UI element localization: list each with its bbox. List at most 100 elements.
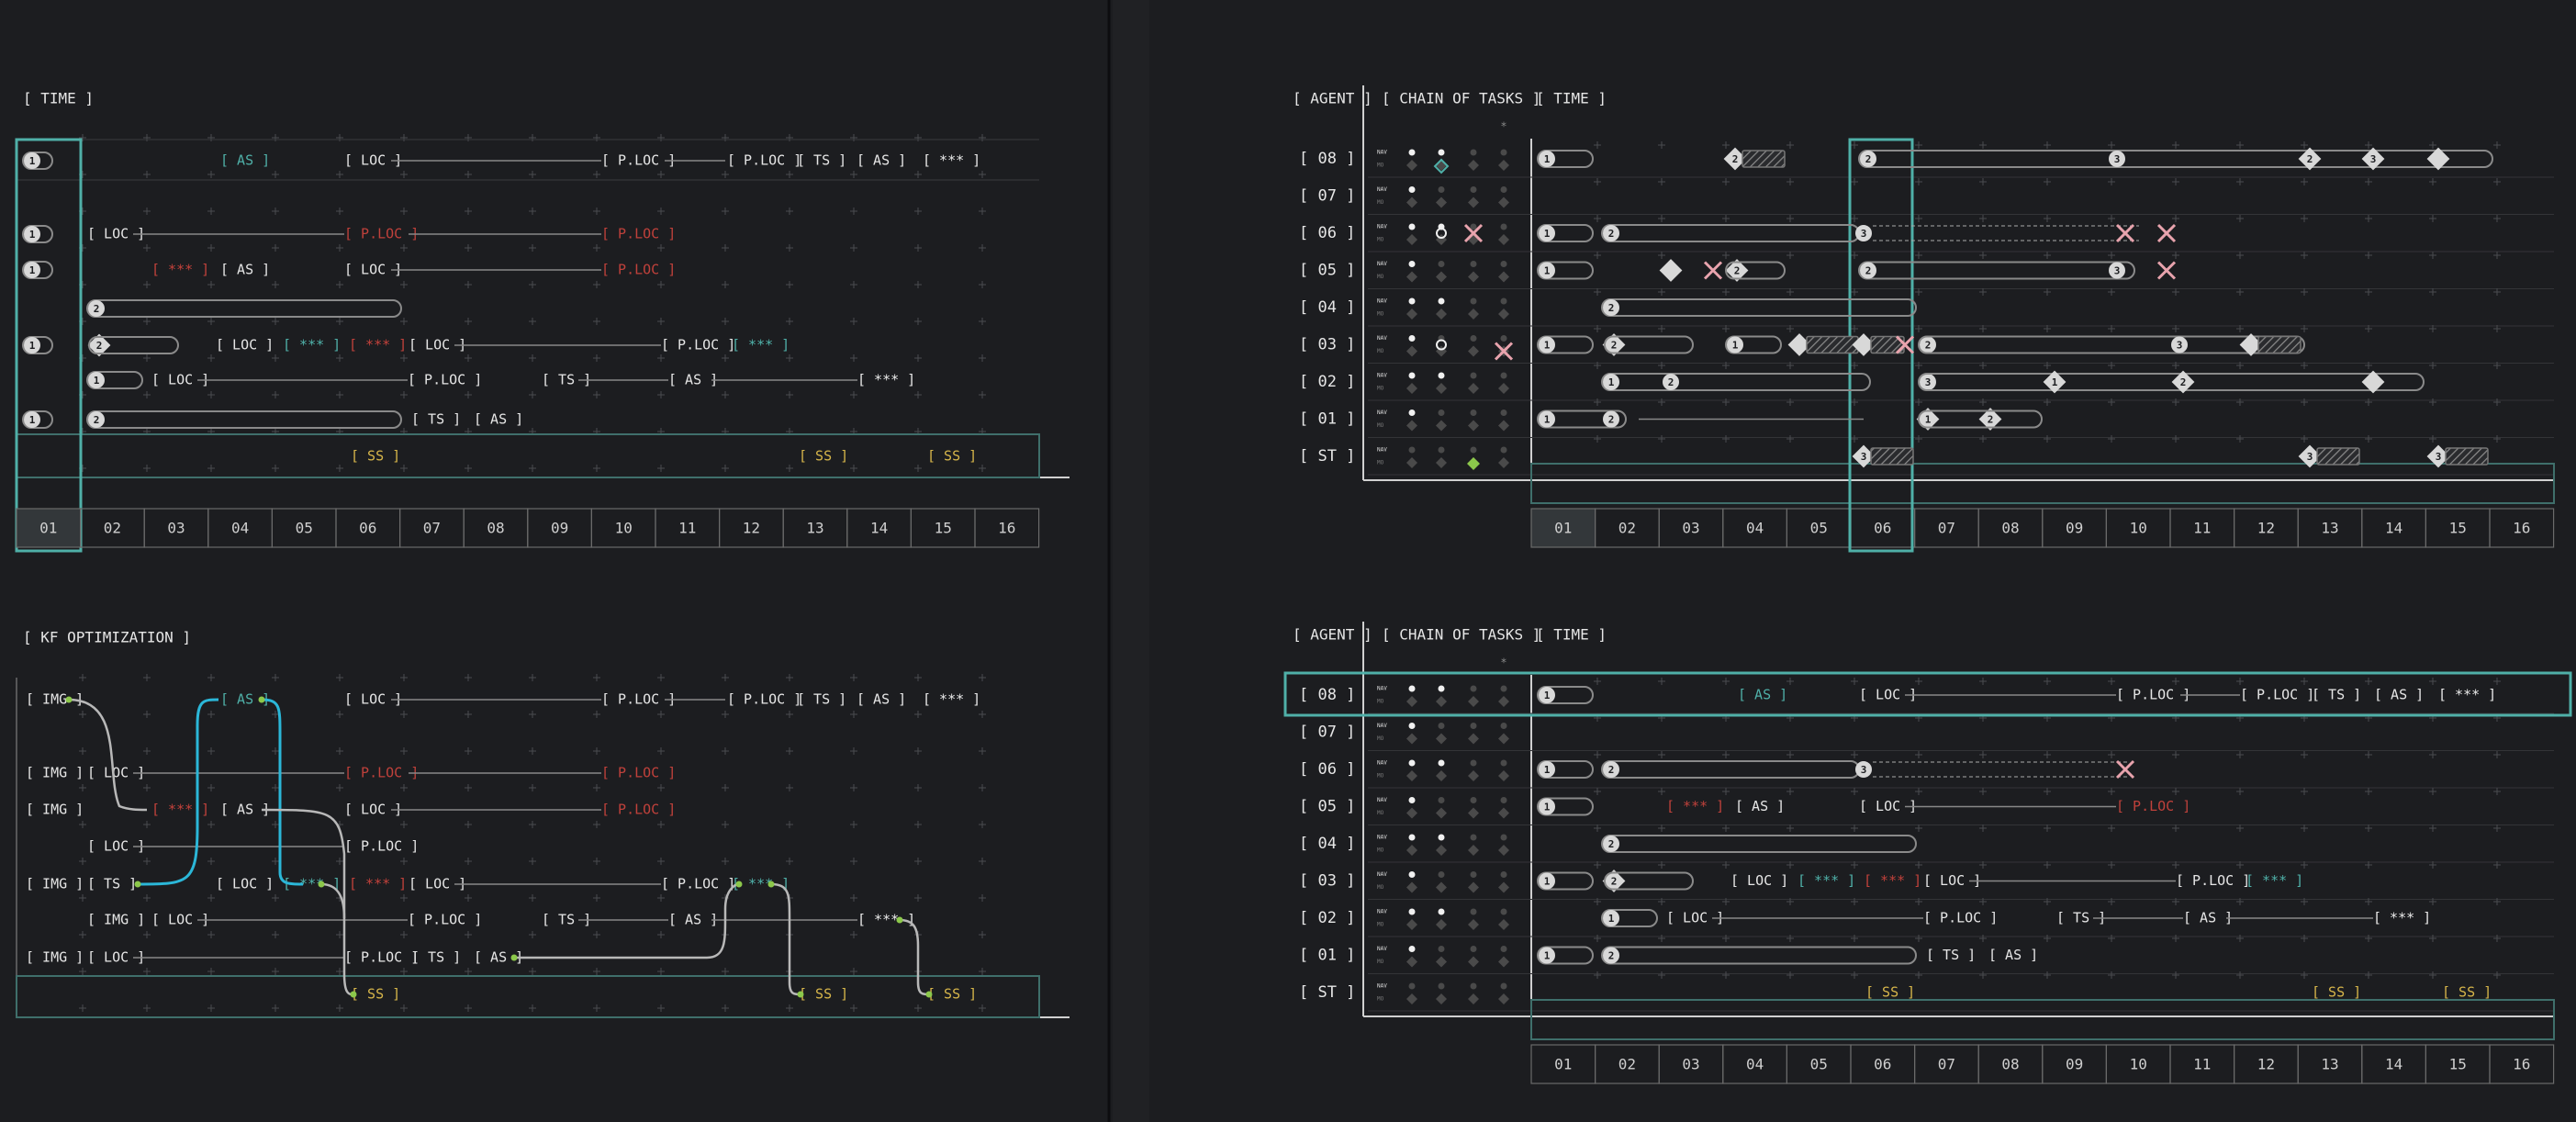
nav-label: NAV bbox=[1377, 686, 1387, 692]
star-header: * bbox=[1500, 120, 1506, 133]
mo-diamond bbox=[1436, 845, 1447, 856]
agent-heading: [ AGENT ] bbox=[1293, 90, 1372, 107]
nav-dot bbox=[1438, 685, 1445, 692]
mo-diamond bbox=[1468, 770, 1479, 781]
mo-label: MO bbox=[1377, 163, 1384, 169]
nav-label: NAV bbox=[1377, 224, 1387, 230]
nav-dot bbox=[1470, 797, 1477, 803]
step-badge bbox=[1603, 374, 1619, 390]
token-as: [ AS ] bbox=[220, 262, 270, 278]
step-number: 3 bbox=[2114, 265, 2121, 277]
timeline-label: 02 bbox=[1618, 1056, 1636, 1073]
mo-label: MO bbox=[1377, 422, 1384, 429]
step-number: 3 bbox=[2177, 340, 2183, 352]
token-loc: [ LOC ] bbox=[1923, 872, 1981, 889]
nav-dot bbox=[1438, 834, 1445, 841]
token-stars: [ *** ] bbox=[923, 691, 980, 708]
nav-dot bbox=[1470, 446, 1477, 454]
step-badge bbox=[24, 411, 40, 428]
mo-diamond bbox=[1406, 383, 1417, 394]
nav-dot bbox=[1500, 261, 1507, 267]
step-number: 1 bbox=[1544, 950, 1551, 962]
token-stars: [ *** ] bbox=[1864, 872, 1921, 889]
nav-dot bbox=[1408, 297, 1416, 305]
agent-label: [ 03 ] bbox=[1299, 336, 1355, 354]
nav-dot bbox=[1408, 797, 1416, 803]
flow-link bbox=[899, 918, 930, 996]
nav-dot bbox=[1408, 372, 1416, 379]
timeline-label: 16 bbox=[2513, 520, 2530, 537]
timeline-label: 12 bbox=[743, 520, 760, 537]
fail-x bbox=[1494, 342, 1514, 361]
step-number: 1 bbox=[1544, 228, 1551, 240]
nav-dot bbox=[1500, 410, 1507, 416]
nav-dot bbox=[1470, 871, 1477, 878]
task-pill bbox=[86, 371, 143, 389]
nav-dot bbox=[1470, 946, 1477, 952]
step-number: 2 bbox=[1608, 302, 1615, 314]
mo-diamond bbox=[1436, 696, 1447, 707]
mo-diamond bbox=[1436, 807, 1447, 819]
mo-diamond bbox=[1468, 196, 1479, 208]
timeline-label: 10 bbox=[2130, 1056, 2147, 1073]
step-badge bbox=[88, 372, 105, 388]
fail-x bbox=[2156, 261, 2177, 280]
token-ploc: [ P.LOC ] bbox=[344, 765, 419, 781]
task-pill bbox=[1537, 760, 1594, 779]
nav-label: NAV bbox=[1377, 946, 1387, 952]
token-ploc: [ P.LOC ] bbox=[601, 691, 676, 708]
timeline-label: 16 bbox=[2513, 1056, 2530, 1073]
mo-diamond bbox=[1436, 196, 1447, 208]
nav-dot bbox=[1408, 982, 1416, 990]
diamond-marker bbox=[87, 333, 111, 357]
timeline-label: 04 bbox=[1746, 1056, 1764, 1073]
timeline-label: 11 bbox=[2193, 520, 2211, 537]
token-ploc: [ P.LOC ] bbox=[344, 226, 419, 242]
token-ploc: [ P.LOC ] bbox=[727, 152, 801, 169]
timeline-label: 04 bbox=[231, 520, 249, 537]
nav-dot bbox=[1470, 759, 1477, 767]
task-pill bbox=[1725, 261, 1786, 280]
mo-diamond bbox=[1406, 919, 1417, 930]
step-number: 2 bbox=[1988, 414, 1994, 426]
task-pill bbox=[1537, 871, 1594, 891]
timeline-label: 06 bbox=[359, 520, 376, 537]
nav-dot bbox=[1470, 149, 1477, 156]
token-loc: [ LOC ] bbox=[1730, 872, 1788, 889]
step-number: 3 bbox=[2114, 153, 2121, 165]
hatched-bar bbox=[2257, 335, 2302, 354]
mo-diamond bbox=[1498, 919, 1509, 930]
chain-heading: [ CHAIN OF TASKS ] bbox=[1382, 90, 1540, 107]
step-number: 3 bbox=[2370, 153, 2377, 165]
nav-ring bbox=[1436, 339, 1447, 351]
token-loc: [ LOC ] bbox=[151, 912, 209, 928]
mo-diamond bbox=[1468, 733, 1479, 745]
mo-label: MO bbox=[1377, 237, 1384, 243]
nav-dot bbox=[1438, 797, 1445, 803]
agent-label: [ ST ] bbox=[1299, 447, 1355, 466]
step-badge bbox=[1855, 225, 1872, 241]
task-pill bbox=[86, 299, 402, 318]
token-stars: [ *** ] bbox=[2373, 910, 2431, 926]
step-badge bbox=[1603, 225, 1619, 241]
nav-label: NAV bbox=[1377, 723, 1387, 729]
timeline-label: 12 bbox=[2257, 1056, 2275, 1073]
nav-dot bbox=[1438, 759, 1445, 767]
step-number: 2 bbox=[1668, 376, 1674, 388]
nav-label: NAV bbox=[1377, 797, 1387, 803]
diamond-marker bbox=[1602, 333, 1626, 356]
task-pill bbox=[22, 336, 53, 354]
token-stars: [ *** ] bbox=[2438, 687, 2496, 703]
step-badge bbox=[1603, 761, 1619, 778]
token-stars: [ *** ] bbox=[732, 876, 790, 892]
token-stars: [ *** ] bbox=[923, 152, 980, 169]
step-number: 2 bbox=[94, 414, 100, 426]
mo-diamond bbox=[1468, 383, 1479, 394]
step-badge bbox=[1663, 374, 1679, 390]
token-ploc: [ P.LOC ] bbox=[344, 838, 419, 855]
token-ts: [ TS ] bbox=[411, 411, 461, 428]
token-stars: [ *** ] bbox=[1666, 798, 1724, 814]
nav-label: NAV bbox=[1377, 298, 1387, 305]
chain-heading: [ CHAIN OF TASKS ] bbox=[1382, 626, 1540, 644]
